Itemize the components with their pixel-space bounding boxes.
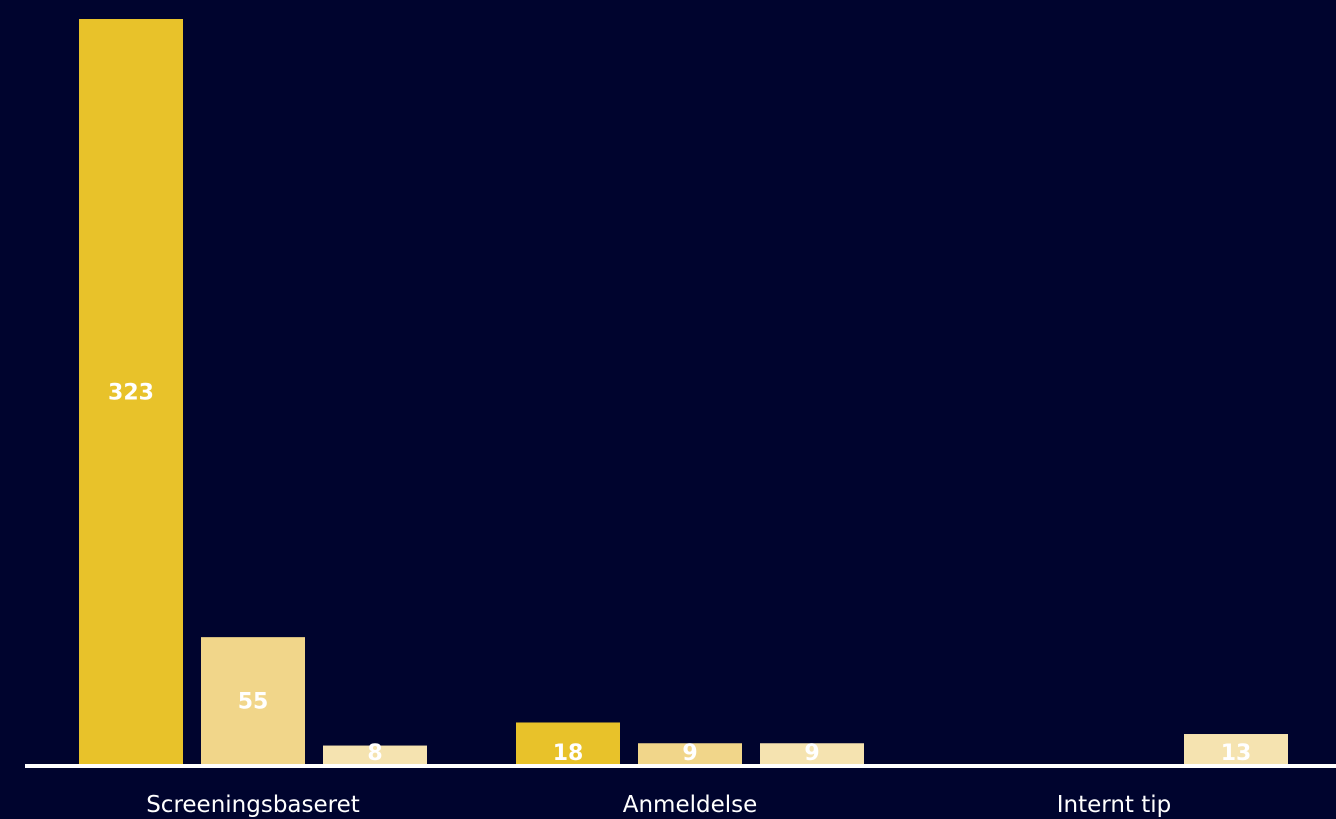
bar-anmeldelse-1 [516, 722, 620, 764]
bars-group [79, 19, 1288, 764]
data-label: 13 [1221, 741, 1252, 766]
data-labels-group: 323 55 8 18 9 9 13 [108, 381, 1251, 767]
category-label: Anmeldelse [623, 792, 758, 818]
category-label: Internt tip [1057, 792, 1172, 818]
data-label: 323 [108, 381, 154, 406]
data-label: 18 [553, 741, 584, 766]
data-label: 9 [682, 741, 697, 766]
data-label: 55 [238, 690, 269, 715]
category-label: Screeningsbaseret [146, 792, 360, 818]
bar-screeningsbaseret-2 [201, 637, 305, 764]
data-label: 8 [367, 741, 382, 766]
category-labels-group: Screeningsbaseret Anmeldelse Internt tip [146, 792, 1171, 818]
bar-screeningsbaseret-1 [79, 19, 183, 764]
bar-anmeldelse-3 [760, 743, 864, 764]
bar-internt-tip-3 [1184, 734, 1288, 764]
data-label: 9 [804, 741, 819, 766]
bar-screeningsbaseret-3 [323, 745, 427, 764]
bar-anmeldelse-2 [638, 743, 742, 764]
